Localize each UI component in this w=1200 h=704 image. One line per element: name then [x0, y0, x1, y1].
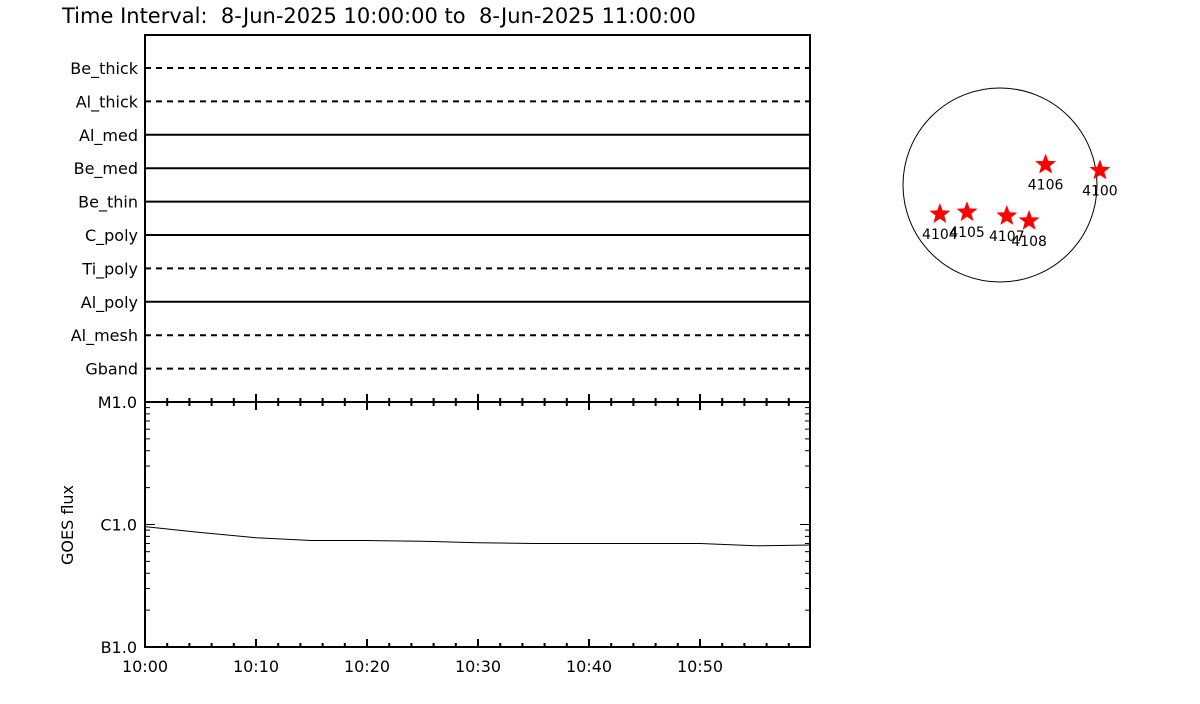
goes-flux-line [144, 526, 812, 547]
x-tick-label: 10:40 [566, 657, 612, 676]
filter-row-label: Al_poly [81, 293, 138, 313]
filter-panel-frame [144, 34, 811, 403]
filter-row-label: Al_mesh [71, 326, 138, 346]
active-region-label: 4107 [989, 229, 1025, 245]
active-region-star-marker [929, 203, 951, 223]
active-region-star-marker [956, 201, 978, 222]
y-tick-label: B1.0 [101, 638, 137, 657]
active-region-star-marker [996, 205, 1018, 225]
filter-row-label: C_poly [85, 226, 138, 246]
filter-row-label: Be_med [74, 159, 138, 179]
chart-title: Time Interval: 8-Jun-2025 10:00:00 to 8-… [61, 4, 696, 28]
active-region-star-marker [1018, 209, 1040, 230]
active-region-star-marker [1089, 159, 1111, 180]
filter-row-label: Ti_poly [81, 259, 138, 279]
x-tick-label: 10:50 [677, 657, 723, 676]
y-tick-label: C1.0 [100, 516, 137, 535]
solar-disk [902, 87, 1098, 283]
x-tick-label: 10:20 [344, 657, 390, 676]
goes-panel-frame [144, 401, 811, 648]
filter-row-label: Al_med [79, 126, 138, 146]
active-region-label: 4108 [1011, 234, 1047, 250]
active-region-label: 4106 [1028, 178, 1064, 194]
active-region-star-marker [1035, 153, 1057, 174]
x-tick-label: 10:30 [455, 657, 501, 676]
y-tick-label: M1.0 [98, 393, 137, 412]
filter-row-label: Be_thin [78, 193, 138, 213]
x-tick-label: 10:00 [122, 657, 168, 676]
active-region-label: 4105 [949, 225, 985, 241]
filter-row-label: Be_thick [70, 59, 138, 79]
y-axis-label: GOES flux [58, 485, 77, 565]
active-region-label: 4104 [922, 227, 958, 243]
filter-row-label: Al_thick [76, 92, 139, 112]
filter-row-label: Gband [85, 360, 138, 379]
active-region-label: 4100 [1082, 183, 1118, 199]
x-tick-label: 10:10 [233, 657, 279, 676]
